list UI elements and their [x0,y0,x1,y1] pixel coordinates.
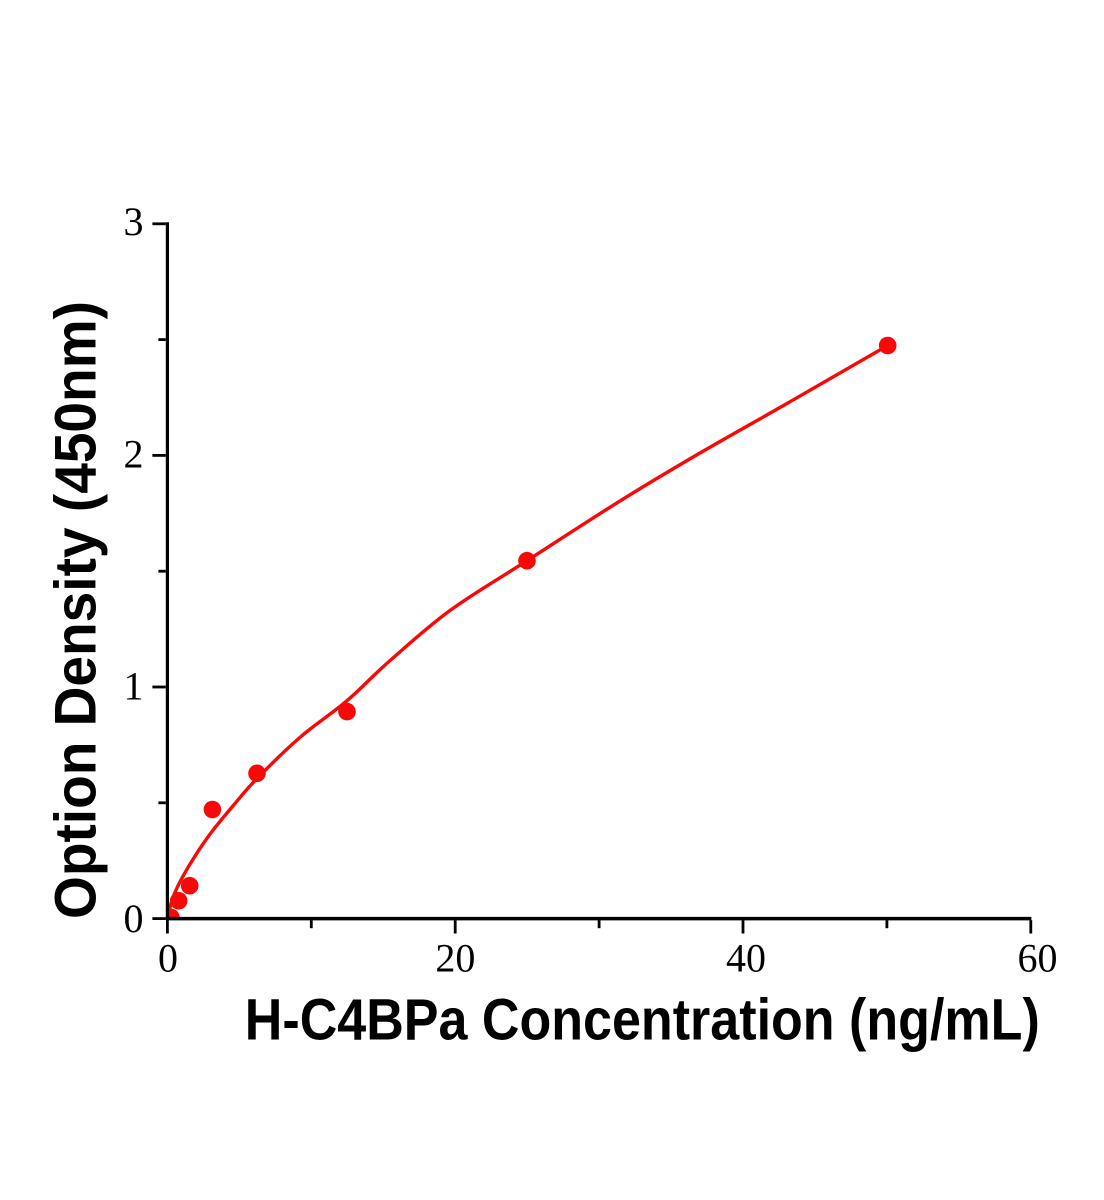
svg-text:0: 0 [124,896,144,941]
svg-text:60: 60 [1018,936,1058,981]
svg-text:1: 1 [124,664,144,709]
svg-text:2: 2 [124,431,144,476]
svg-text:Option Density (450nm): Option Density (450nm) [44,301,109,919]
svg-text:20: 20 [435,936,475,981]
svg-text:3: 3 [124,199,144,244]
svg-text:40: 40 [726,936,766,981]
svg-text:H-C4BPa Concentration (ng/mL): H-C4BPa Concentration (ng/mL) [245,988,1040,1053]
svg-text:0: 0 [158,936,178,981]
